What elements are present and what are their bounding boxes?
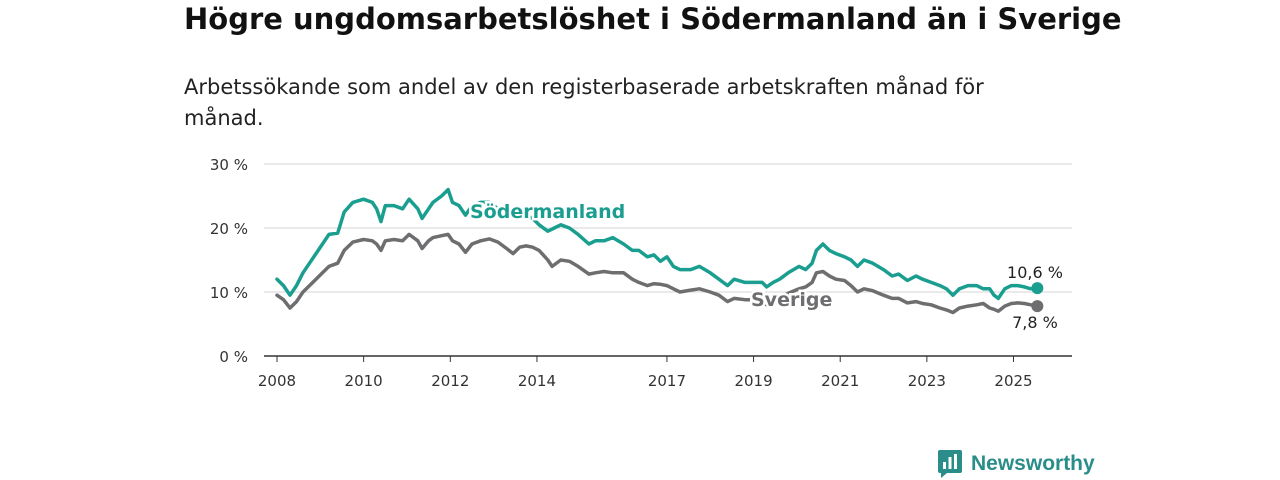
brand-name: Newsworthy xyxy=(971,452,1095,475)
series-labels: Södermanland Sverige 10,6 % 7,8 % xyxy=(468,199,1065,335)
series-line-sverige xyxy=(275,232,1040,315)
end-value-label-södermanland: 10,6 % xyxy=(1007,263,1063,282)
series-lines xyxy=(275,187,1044,315)
x-tick-label: 2019 xyxy=(734,372,772,390)
series-line-södermanland xyxy=(275,187,1040,301)
y-tick-label: 20 % xyxy=(210,220,248,238)
newsworthy-logo-icon xyxy=(938,450,962,478)
brand: Newsworthy xyxy=(937,449,1095,479)
x-tick-label: 2014 xyxy=(518,372,556,390)
x-tick-label: 2025 xyxy=(994,372,1032,390)
x-tick-label: 2012 xyxy=(431,372,469,390)
series-label-sverige: Sverige xyxy=(751,289,832,311)
y-tick-label: 30 % xyxy=(210,156,248,174)
x-tick-label: 2021 xyxy=(821,372,859,390)
series-label-södermanland: Södermanland xyxy=(470,201,625,223)
end-point-sverige xyxy=(1031,300,1044,313)
x-tick-label: 2017 xyxy=(648,372,686,390)
chart-subtitle: Arbetssökande som andel av den registerb… xyxy=(184,75,984,130)
x-tick-label: 2008 xyxy=(258,372,296,390)
end-value-label-sverige: 7,8 % xyxy=(1012,313,1058,332)
chart-title: Högre ungdomsarbetslöshet i Södermanland… xyxy=(184,2,1122,36)
x-tick-label: 2023 xyxy=(908,372,946,390)
x-tick-label: 2010 xyxy=(345,372,383,390)
y-tick-label: 0 % xyxy=(219,348,248,366)
end-point-södermanland xyxy=(1031,282,1044,295)
y-tick-label: 10 % xyxy=(210,284,248,302)
y-axis: 0 % 10 % 20 % 30 % xyxy=(210,156,248,366)
grid-lines xyxy=(264,163,1072,357)
x-axis: 2008 2010 2012 2014 2017 2019 2021 2023 2025 xyxy=(258,356,1033,390)
